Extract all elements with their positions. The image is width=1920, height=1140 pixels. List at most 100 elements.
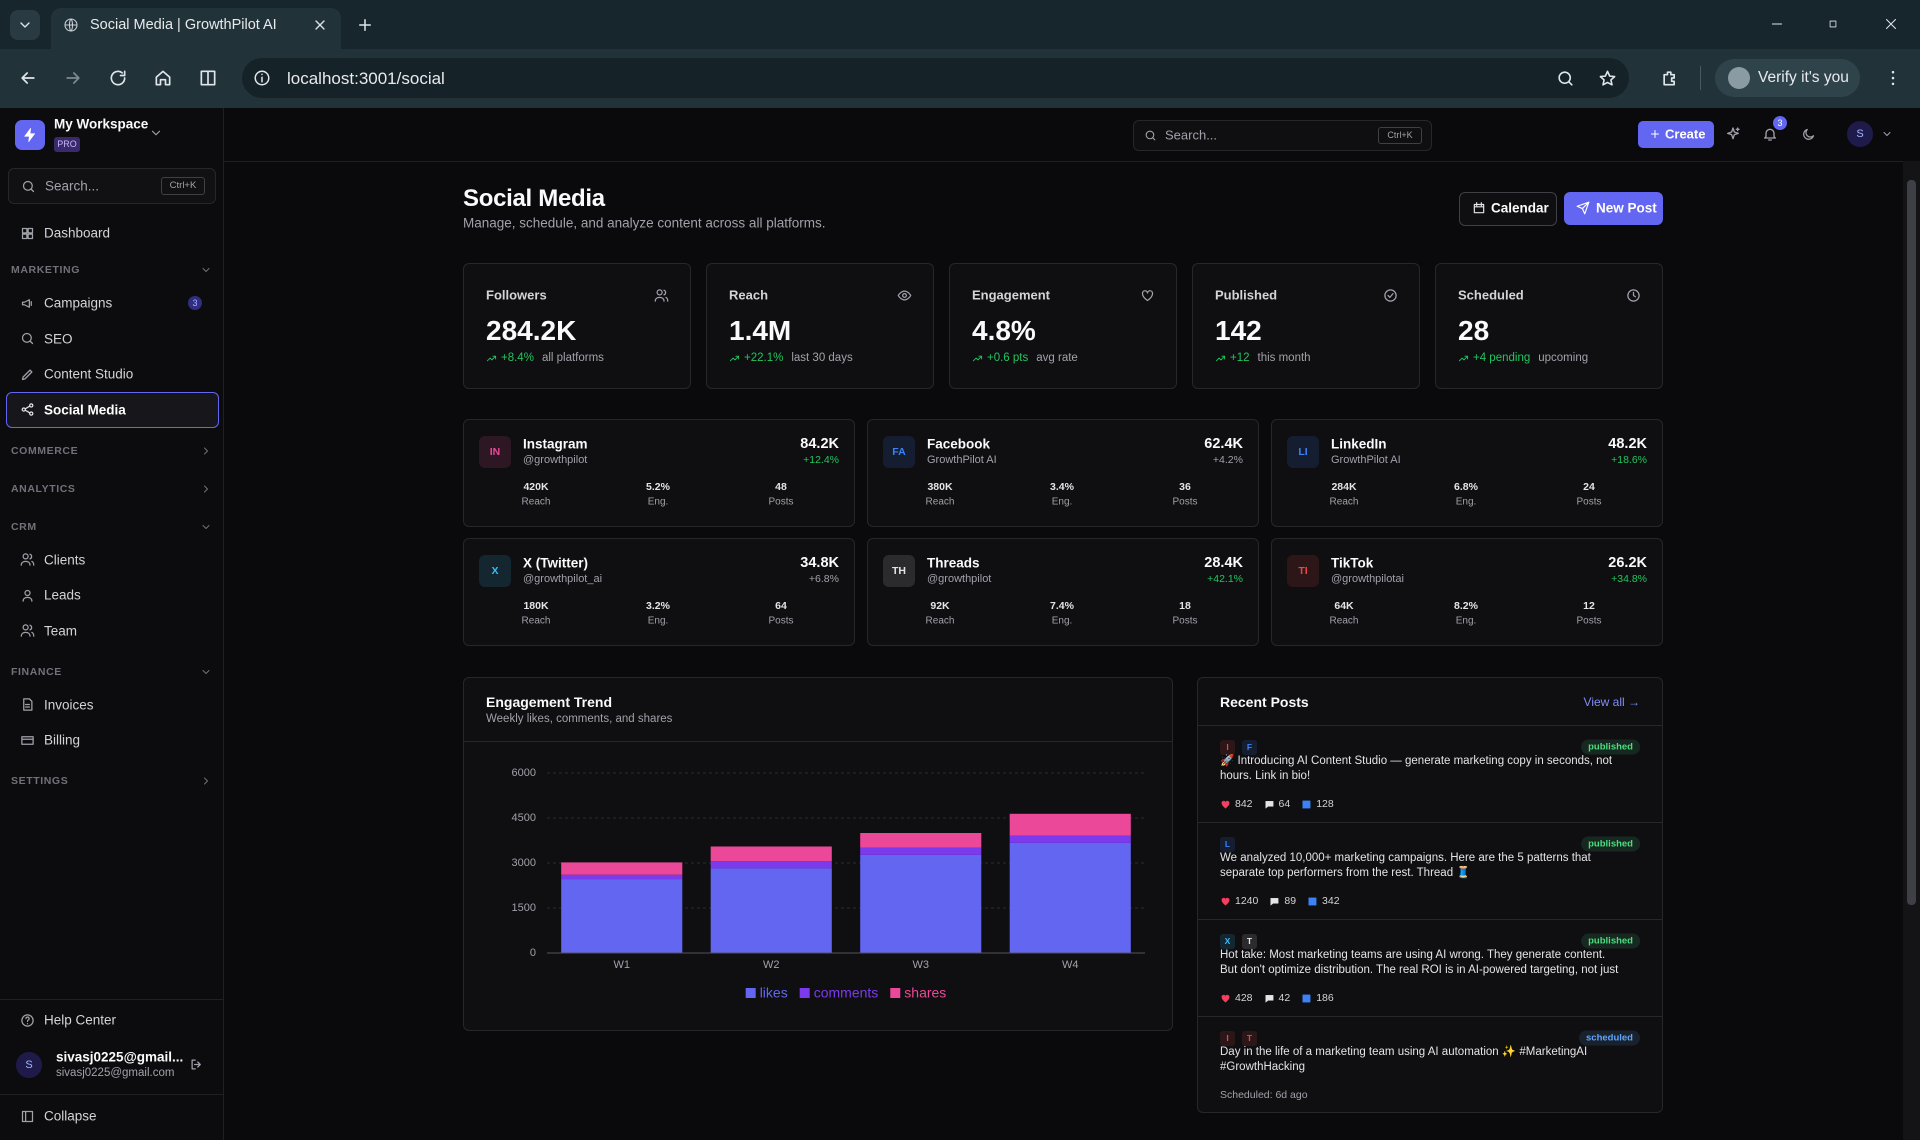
active-tab[interactable] — [51, 8, 341, 49]
section-chevron[interactable] — [200, 264, 212, 276]
nav-item[interactable]: Team — [44, 623, 78, 638]
tab-menu-button[interactable] — [10, 10, 40, 40]
section-header[interactable]: MARKETING — [11, 264, 80, 276]
section-chevron[interactable] — [200, 483, 212, 495]
platform-handle: @growthpilot — [927, 573, 992, 585]
site-info[interactable] — [253, 69, 271, 87]
header-search[interactable] — [1133, 120, 1432, 151]
bar-segment — [710, 846, 832, 862]
platform-card[interactable] — [867, 419, 1259, 527]
section-chevron[interactable] — [200, 775, 212, 787]
sidebar — [0, 108, 224, 1140]
icon-path — [202, 268, 210, 272]
platform-stat-label: Reach — [1329, 615, 1359, 627]
help-icon — [20, 1013, 34, 1027]
platform-stat-value: 3.2% — [646, 600, 670, 612]
extensions[interactable] — [1660, 68, 1680, 88]
kpi-label: Published — [1215, 287, 1278, 303]
create-icon — [1651, 130, 1659, 138]
forward-button[interactable] — [63, 68, 83, 88]
kpi-value: 4.8% — [972, 315, 1036, 346]
platform-change: +18.6% — [1611, 454, 1647, 466]
account-menu[interactable] — [1881, 128, 1893, 140]
nav-item[interactable]: Social Media — [44, 402, 126, 417]
platform-card[interactable] — [463, 538, 855, 646]
sidebar-search[interactable] — [8, 168, 216, 204]
calendar-button[interactable] — [1459, 192, 1557, 226]
section-chevron[interactable] — [200, 666, 212, 678]
nav-item[interactable]: Campaigns — [44, 295, 113, 311]
x-tick-label: W3 — [913, 959, 930, 971]
window-minimize[interactable] — [1769, 16, 1785, 32]
platform-stat-value: 92K — [930, 600, 950, 612]
platform-stat-label: Eng. — [1051, 496, 1073, 508]
platform-card[interactable] — [867, 538, 1259, 646]
platform-change: +12.4% — [803, 454, 839, 466]
home-button[interactable] — [153, 68, 173, 88]
section-header[interactable]: ANALYTICS — [11, 482, 76, 495]
post-shares: 342 — [1322, 895, 1340, 907]
window-maximize[interactable] — [1826, 17, 1840, 31]
platform-card[interactable] — [1271, 538, 1663, 646]
workspace-name[interactable]: My Workspace — [54, 116, 149, 132]
theme-toggle[interactable] — [1801, 127, 1816, 142]
nav-item[interactable]: Clients — [44, 552, 86, 567]
help-center[interactable]: Help Center — [44, 1012, 117, 1028]
view-all-link[interactable]: View all → — [1583, 695, 1640, 709]
section-chevron[interactable] — [200, 445, 212, 457]
nav-item[interactable]: SEO — [44, 331, 73, 346]
sidebar-divider — [0, 999, 223, 1000]
tab-close[interactable] — [312, 17, 328, 33]
nav-item-active — [6, 391, 219, 428]
platform-change: +6.8% — [808, 573, 839, 585]
nav-item[interactable]: Dashboard — [44, 225, 111, 241]
back-button[interactable] — [18, 68, 38, 88]
section-header[interactable]: COMMERCE — [11, 444, 79, 457]
icon-path — [1802, 128, 1814, 140]
browser-menu[interactable] — [1883, 68, 1903, 88]
nav-item[interactable]: Leads — [44, 587, 81, 603]
platform-card[interactable] — [463, 419, 855, 527]
post-platform-badge: I — [1220, 740, 1235, 755]
collapse-button[interactable]: Collapse — [44, 1108, 97, 1124]
icon-path — [1626, 288, 1640, 302]
logout-button[interactable] — [189, 1057, 204, 1072]
recent-posts-card — [1197, 677, 1663, 1113]
split-button[interactable] — [198, 68, 218, 88]
platform-card[interactable] — [1271, 419, 1663, 527]
section-chevron[interactable] — [200, 521, 212, 533]
nav-icon — [21, 403, 33, 416]
nav-item[interactable]: Content Studio — [44, 366, 134, 382]
notifications-button[interactable] — [1762, 126, 1778, 142]
header-avatar[interactable]: S — [1847, 121, 1873, 147]
section-header[interactable]: CRM — [11, 520, 37, 533]
kpi-change-row: +12 this month — [1215, 351, 1311, 365]
section-header[interactable]: FINANCE — [11, 665, 62, 678]
create-button[interactable] — [1638, 121, 1714, 148]
kpi-change: +22.1% — [744, 352, 784, 364]
nav-item[interactable]: Invoices — [44, 697, 94, 712]
icon-path — [1829, 20, 1837, 28]
icon-path — [1727, 127, 1740, 140]
reload-button[interactable] — [108, 68, 128, 88]
zoom-icon[interactable] — [1556, 69, 1575, 88]
nav-item[interactable]: Billing — [44, 732, 81, 748]
window-close[interactable] — [1882, 15, 1900, 33]
new-tab[interactable] — [356, 16, 374, 34]
icon-path — [20, 735, 34, 745]
post-metrics: 1240 89 342 — [1220, 894, 1340, 908]
platform-stat-value: 3.4% — [1050, 481, 1074, 493]
workspace-switch[interactable] — [149, 126, 163, 140]
icon-path — [21, 227, 33, 239]
new-post-button[interactable] — [1564, 192, 1663, 225]
icon-path — [486, 355, 497, 361]
kpi-value: 142 — [1215, 315, 1262, 346]
post-divider — [1198, 822, 1662, 823]
icon-path — [204, 777, 208, 785]
platform-handle: GrowthPilot AI — [1331, 454, 1401, 466]
section-header[interactable]: SETTINGS — [11, 775, 69, 787]
kpi-change: +4 pending — [1473, 352, 1531, 364]
bookmark-star[interactable] — [1598, 69, 1617, 88]
address-bar[interactable] — [242, 58, 1629, 98]
ai-button[interactable] — [1725, 126, 1741, 142]
